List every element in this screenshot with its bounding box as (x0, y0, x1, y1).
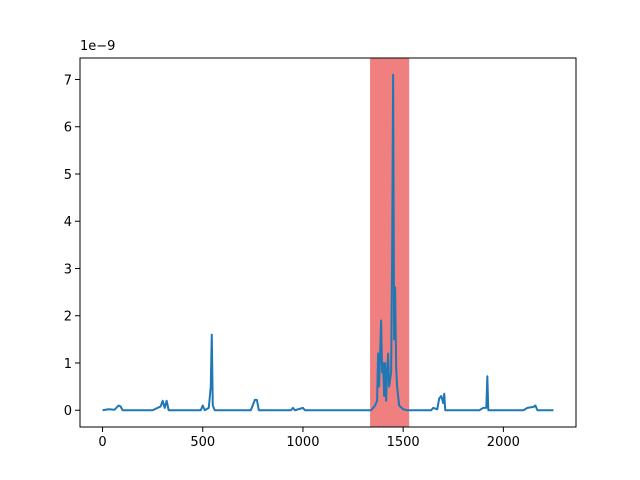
y-tick-label: 6 (64, 121, 72, 136)
y-tick-label: 7 (64, 73, 72, 88)
y-tick-label: 1 (64, 357, 72, 372)
x-tick-label: 500 (190, 435, 215, 450)
y-tick-label: 4 (64, 215, 72, 230)
x-tick-label: 1500 (387, 435, 420, 450)
x-tick-label: 0 (98, 435, 106, 450)
line-series (102, 73, 554, 412)
y-tick-label: 3 (64, 262, 72, 277)
y-tick-label: 0 (64, 404, 72, 419)
highlight-span (370, 58, 410, 427)
x-tick-label: 1000 (286, 435, 319, 450)
offset-text: 1e−9 (80, 39, 115, 54)
y-tick-label: 2 (64, 310, 72, 325)
y-tick-label: 5 (64, 168, 72, 183)
x-tick-label: 2000 (487, 435, 520, 450)
plot-frame (79, 57, 577, 428)
